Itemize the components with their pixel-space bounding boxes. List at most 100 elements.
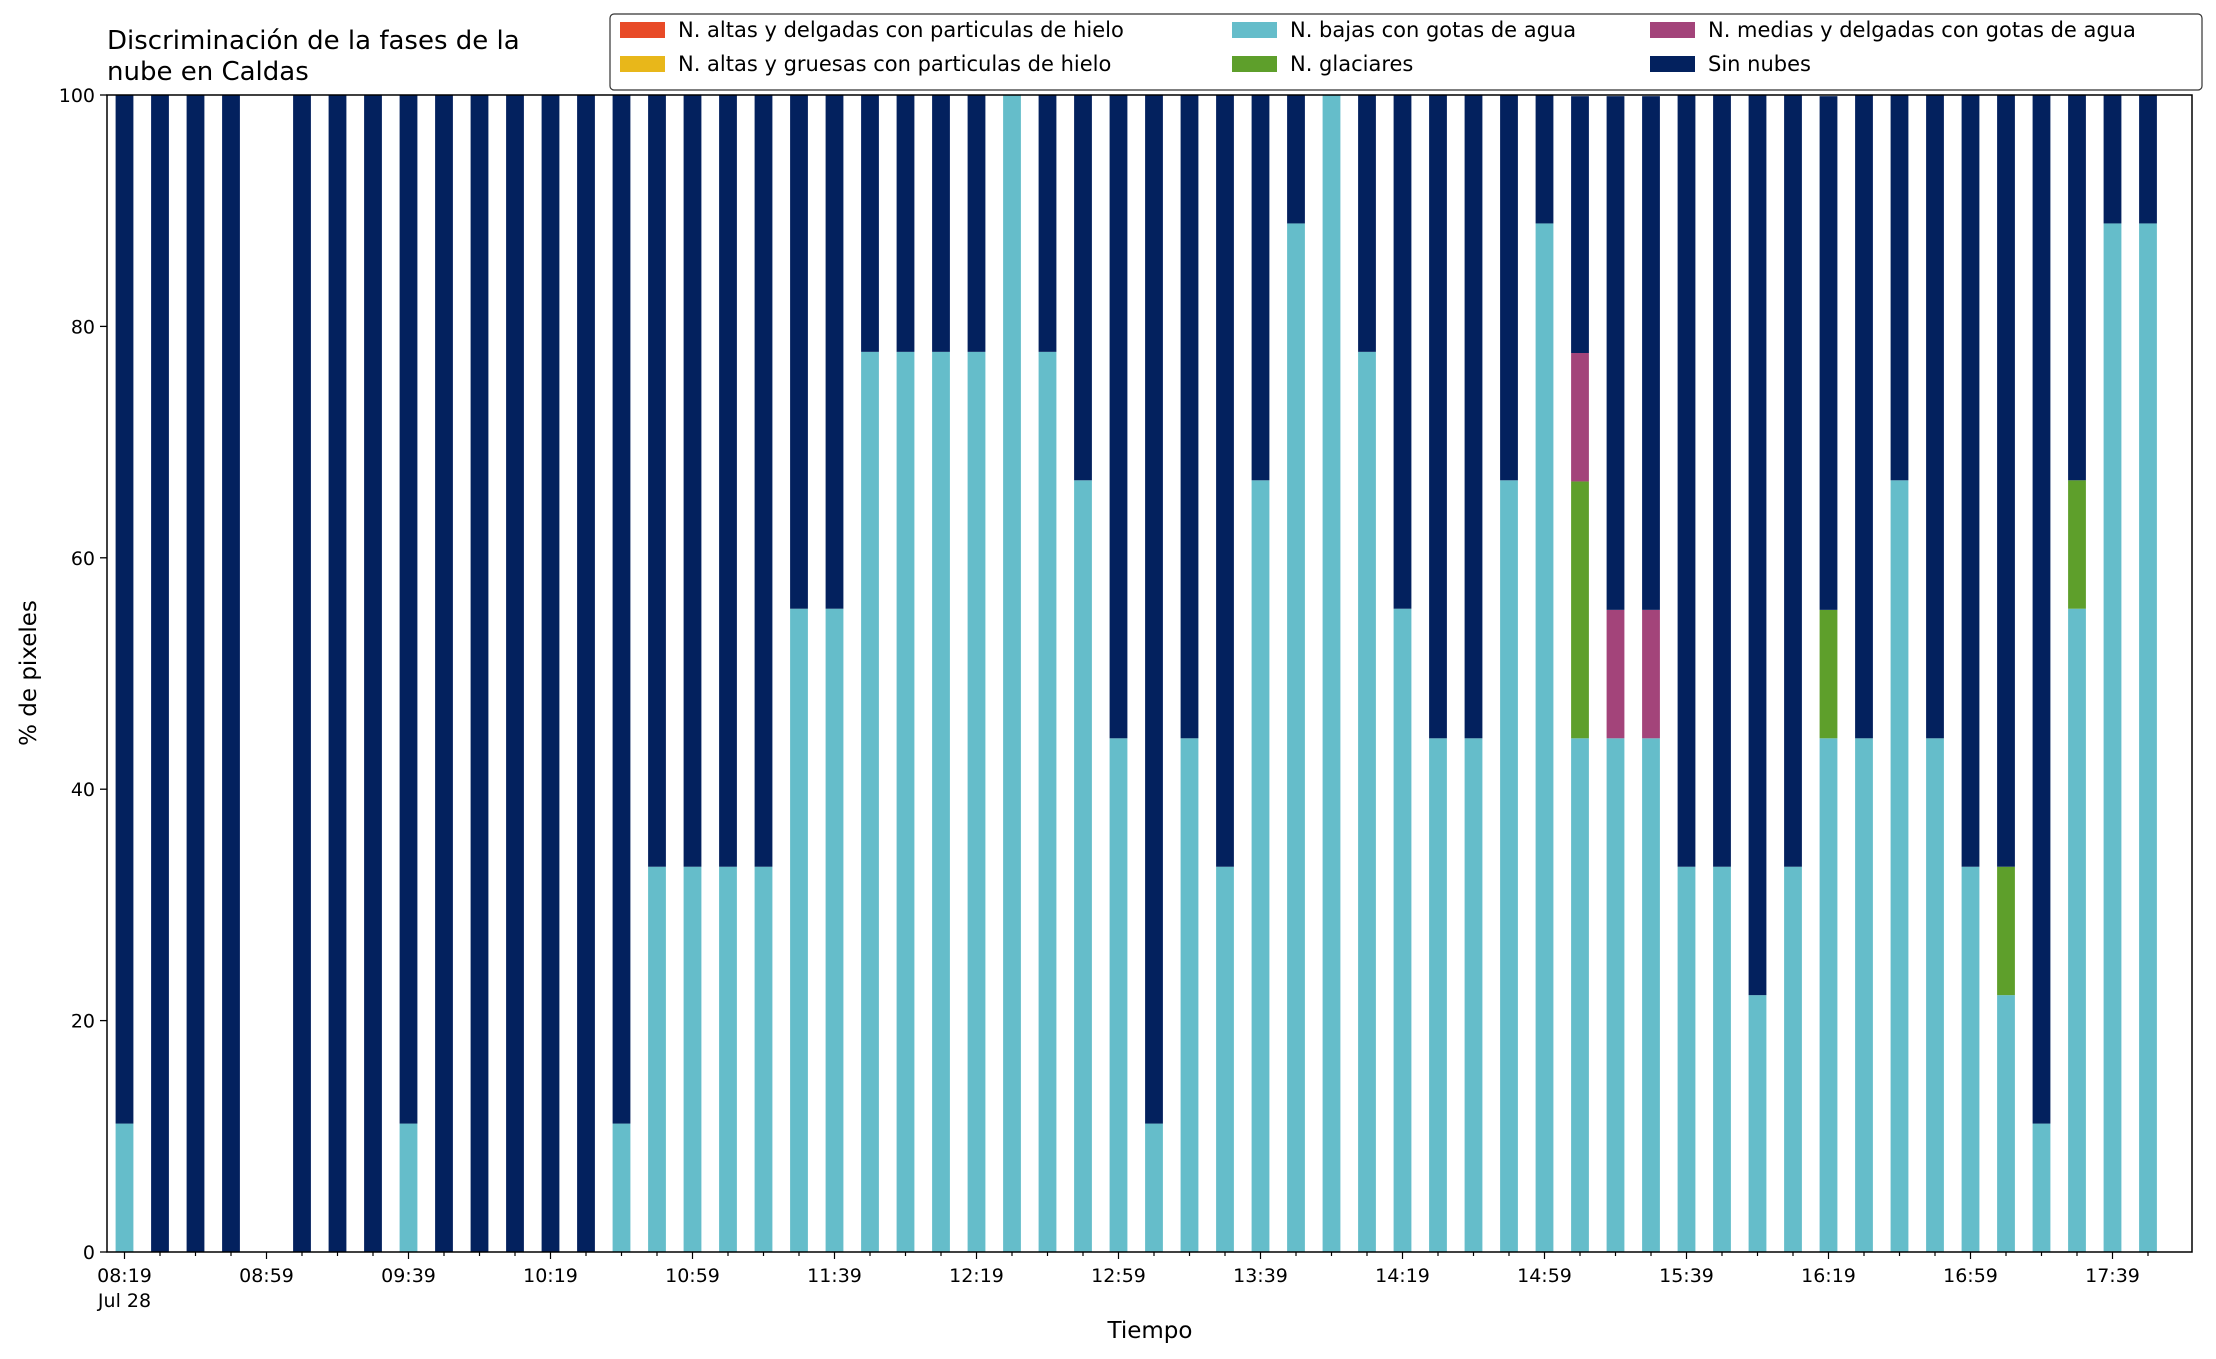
bar-segment	[2032, 95, 2051, 1124]
bar-segment	[790, 95, 808, 609]
bar-segment	[1038, 351, 1057, 1252]
bar-segment	[1074, 95, 1092, 481]
bar-segment	[577, 95, 595, 1252]
legend-label: N. bajas con gotas de agua	[1290, 18, 1576, 42]
y-tick-label: 100	[59, 85, 95, 107]
y-tick-label: 80	[71, 316, 95, 338]
x-tick-label: 17:39	[2085, 1265, 2140, 1287]
legend-box	[609, 13, 2203, 91]
y-tick-label: 0	[83, 1242, 95, 1264]
legend-label: Sin nubes	[1708, 52, 1811, 76]
x-tick-label: 15:39	[1659, 1265, 1714, 1287]
bar-segment	[506, 95, 524, 1252]
bar-segment	[1429, 95, 1447, 739]
bar-segment	[328, 95, 347, 1252]
x-tick-label: 10:59	[665, 1265, 720, 1287]
bar-segment	[1287, 95, 1305, 224]
bar-segment	[1571, 738, 1589, 1252]
x-tick-label: 14:59	[1517, 1265, 1572, 1287]
legend: N. altas y delgadas con particulas de hi…	[609, 13, 2203, 91]
bar-segment	[932, 351, 950, 1252]
x-tick-label: 12:59	[1091, 1265, 1146, 1287]
bar-segment	[186, 95, 205, 1252]
bar-segment	[967, 95, 986, 352]
x-tick-label: 14:19	[1375, 1265, 1430, 1287]
bar-segment	[790, 608, 808, 1252]
bar-segment	[1251, 480, 1270, 1252]
x-tick-label: 08:19	[97, 1265, 152, 1287]
bar-segment	[1429, 738, 1447, 1252]
bar-segment	[1642, 96, 1660, 610]
bar-segment	[967, 351, 986, 1252]
x-tick-label: 10:19	[523, 1265, 578, 1287]
bar-segment	[1535, 95, 1554, 224]
bar-segment	[1571, 96, 1589, 354]
bar-segment	[1500, 95, 1518, 481]
bar-segment	[719, 866, 737, 1252]
x-tick-label: 12:19	[949, 1265, 1004, 1287]
plot-frame	[106, 94, 2193, 1253]
bar-segment	[399, 1123, 418, 1252]
bar-segment	[399, 95, 418, 1124]
bar-segment	[1287, 223, 1305, 1252]
bar-segment	[435, 95, 453, 1252]
bar-segment	[1855, 738, 1873, 1252]
chart-title-line: Discriminación de la fases de la	[107, 26, 520, 56]
bar-segment	[1642, 609, 1660, 739]
bar-segment	[683, 866, 702, 1252]
bar-segment	[1642, 738, 1660, 1252]
bar-segment	[1571, 481, 1589, 739]
bar-segment	[1216, 95, 1234, 867]
bar-segment	[683, 95, 702, 867]
bar-segment	[1393, 608, 1412, 1252]
bar-segment	[222, 95, 240, 1252]
bar-segment	[1819, 609, 1838, 739]
bar-segment	[932, 95, 950, 352]
legend-label: N. glaciares	[1290, 52, 1413, 76]
bar-segment	[1961, 95, 1980, 867]
bar-segment	[1216, 866, 1234, 1252]
bar-segment	[1926, 738, 1944, 1252]
bar-segment	[151, 95, 169, 1252]
bar-segment	[648, 866, 666, 1252]
bar-segment	[861, 95, 879, 352]
bar-segment	[2103, 223, 2122, 1252]
bars-layer	[115, 95, 2157, 1252]
bar-segment	[115, 95, 134, 1124]
bar-segment	[1748, 995, 1767, 1252]
bar-segment	[364, 95, 382, 1252]
bar-segment	[1358, 351, 1376, 1252]
bar-segment	[1500, 480, 1518, 1252]
bar-segment	[1180, 95, 1199, 739]
bar-segment	[1251, 95, 1270, 481]
x-tick-label: 13:39	[1233, 1265, 1288, 1287]
bar-segment	[2068, 95, 2086, 481]
bar-segment	[1997, 995, 2015, 1252]
bar-segment	[1677, 95, 1696, 867]
bar-segment	[1713, 95, 1731, 867]
y-axis-label: % de pixeles	[16, 600, 42, 746]
x-axis: 08:19 Jul 28 08:59 09:39 10:19 10:59 11:39 12:1…	[97, 1252, 2149, 1312]
legend-swatch	[1650, 22, 1695, 38]
legend-swatch	[1650, 56, 1695, 72]
x-date-label: Jul 28	[97, 1290, 151, 1312]
bar-segment	[2068, 608, 2086, 1252]
legend-label: N. altas y delgadas con particulas de hi…	[678, 18, 1124, 42]
bar-segment	[1038, 95, 1057, 352]
bar-segment	[1997, 866, 2015, 996]
bar-segment	[2139, 223, 2157, 1252]
bar-segment	[1855, 95, 1873, 739]
chart-title-line: nube en Caldas	[107, 57, 309, 87]
bar-segment	[470, 95, 489, 1252]
legend-swatch	[620, 22, 665, 38]
bar-segment	[1784, 866, 1802, 1252]
x-tick-label: 09:39	[381, 1265, 436, 1287]
bar-segment	[1322, 95, 1341, 1252]
bar-segment	[612, 1123, 631, 1252]
y-tick-label: 20	[71, 1011, 95, 1033]
bar-segment	[2103, 95, 2122, 224]
bar-segment	[1890, 480, 1909, 1252]
chart-title: Discriminación de la fases de la nube en …	[107, 26, 520, 87]
